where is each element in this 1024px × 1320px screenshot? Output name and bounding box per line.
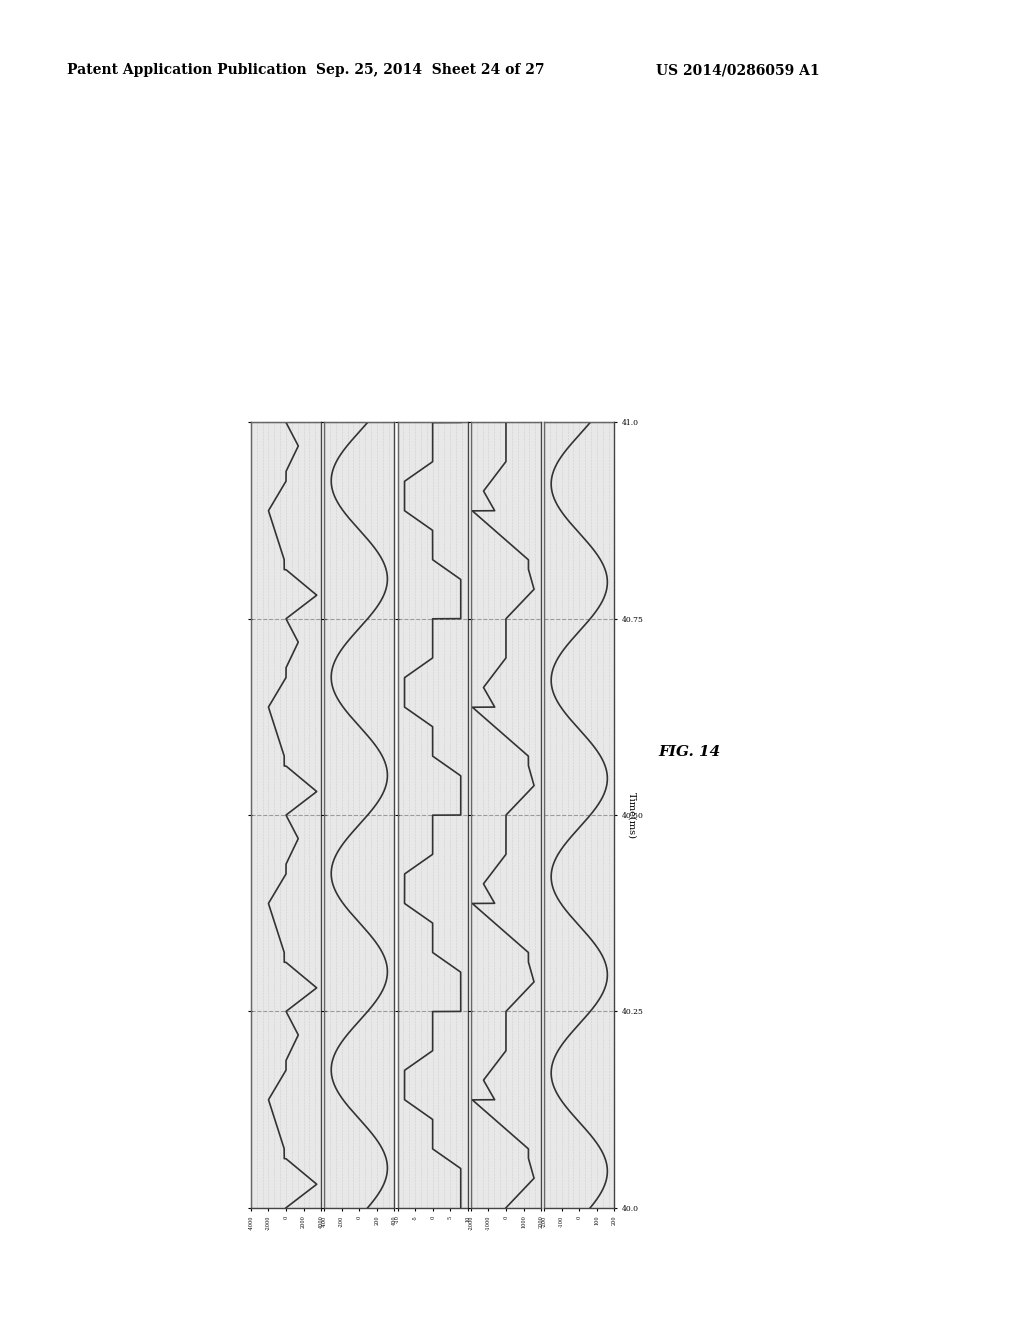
Text: Time(ms): Time(ms) bbox=[628, 792, 637, 838]
Text: Sep. 25, 2014  Sheet 24 of 27: Sep. 25, 2014 Sheet 24 of 27 bbox=[315, 63, 545, 78]
Text: FIG. 14: FIG. 14 bbox=[658, 746, 721, 759]
Text: Patent Application Publication: Patent Application Publication bbox=[67, 63, 306, 78]
Text: US 2014/0286059 A1: US 2014/0286059 A1 bbox=[655, 63, 819, 78]
